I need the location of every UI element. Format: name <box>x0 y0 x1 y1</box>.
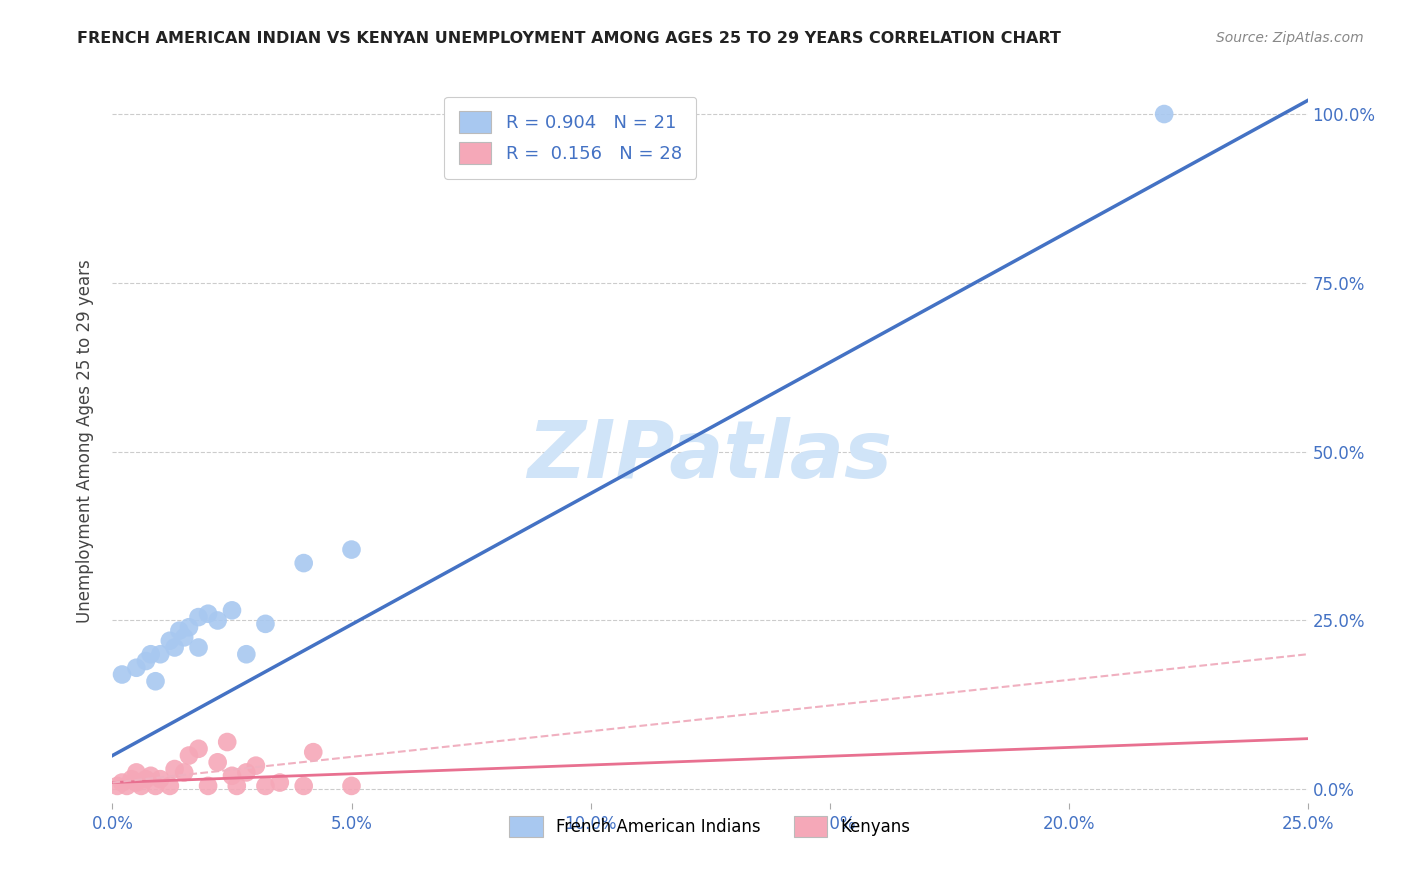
Point <box>149 772 172 787</box>
Point <box>125 661 148 675</box>
Point <box>121 772 143 787</box>
Point <box>111 775 134 789</box>
Point <box>207 756 229 770</box>
Point <box>145 674 167 689</box>
Point <box>145 779 167 793</box>
Point <box>225 779 247 793</box>
Point <box>149 647 172 661</box>
Point <box>221 769 243 783</box>
Point <box>340 779 363 793</box>
Point <box>292 556 315 570</box>
Point <box>135 772 157 787</box>
Text: Source: ZipAtlas.com: Source: ZipAtlas.com <box>1216 31 1364 45</box>
Point <box>245 758 267 772</box>
Point <box>139 769 162 783</box>
Point <box>302 745 325 759</box>
Point <box>235 647 257 661</box>
Point <box>139 647 162 661</box>
Point <box>173 765 195 780</box>
Point <box>105 779 128 793</box>
Point <box>115 779 138 793</box>
Point <box>159 633 181 648</box>
Point <box>1153 107 1175 121</box>
Point <box>173 631 195 645</box>
Point <box>111 667 134 681</box>
Text: ZIPatlas: ZIPatlas <box>527 417 893 495</box>
Point <box>125 765 148 780</box>
Point <box>197 779 219 793</box>
Point <box>187 741 209 756</box>
Point <box>177 748 200 763</box>
Point <box>163 762 186 776</box>
Legend: French American Indians, Kenyans: French American Indians, Kenyans <box>501 808 920 845</box>
Text: FRENCH AMERICAN INDIAN VS KENYAN UNEMPLOYMENT AMONG AGES 25 TO 29 YEARS CORRELAT: FRENCH AMERICAN INDIAN VS KENYAN UNEMPLO… <box>77 31 1062 46</box>
Point <box>235 765 257 780</box>
Point <box>254 779 277 793</box>
Point <box>221 603 243 617</box>
Point <box>163 640 186 655</box>
Point <box>129 779 152 793</box>
Point <box>269 775 291 789</box>
Point <box>197 607 219 621</box>
Point <box>159 779 181 793</box>
Point <box>177 620 200 634</box>
Point <box>292 779 315 793</box>
Y-axis label: Unemployment Among Ages 25 to 29 years: Unemployment Among Ages 25 to 29 years <box>76 260 94 624</box>
Point <box>169 624 191 638</box>
Point <box>207 614 229 628</box>
Point <box>254 616 277 631</box>
Point <box>340 542 363 557</box>
Point <box>135 654 157 668</box>
Point <box>187 610 209 624</box>
Point <box>125 775 148 789</box>
Point <box>187 640 209 655</box>
Point <box>217 735 239 749</box>
